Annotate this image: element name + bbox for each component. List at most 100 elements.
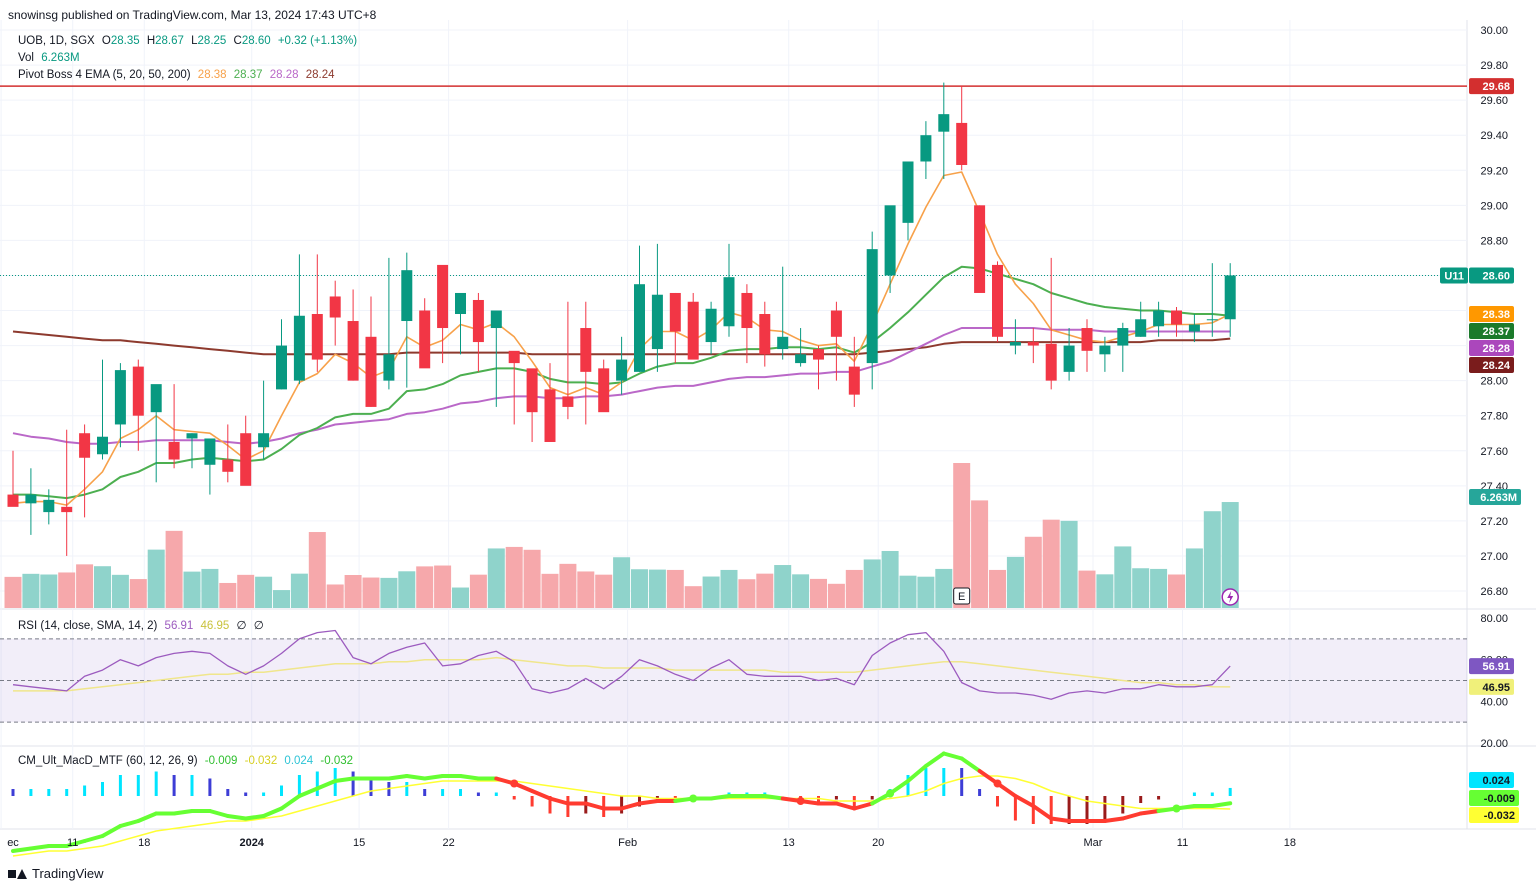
macd-value-d: -0.032 <box>320 755 354 767</box>
time-tick-label: 15 <box>353 837 365 849</box>
earnings-marker-label: E <box>958 591 965 603</box>
macd-histogram-bar <box>1049 796 1053 824</box>
macd-histogram-bar <box>1085 796 1089 824</box>
candle-body <box>7 494 19 507</box>
brand-name: TradingView <box>32 866 104 881</box>
rsi-legend[interactable]: RSI (14, close, SMA, 14, 2) 56.91 46.95 … <box>18 618 268 632</box>
candle-body <box>848 366 860 395</box>
macd-histogram-bar <box>620 796 624 814</box>
volume-bar <box>577 571 595 608</box>
volume-badge <box>1469 489 1521 505</box>
macd-histogram-bar <box>1139 796 1143 803</box>
symbol-legend[interactable]: UOB, 1D, SGX O28.35 H28.67 L28.25 C28.60… <box>18 35 361 47</box>
volume-bar <box>1042 519 1060 608</box>
macd-histogram-bar <box>65 789 69 796</box>
resistance-badge-text: 29.68 <box>1482 81 1510 93</box>
macd-line-segment <box>261 806 284 818</box>
time-tick-label: 13 <box>783 837 795 849</box>
candle-body <box>795 354 807 364</box>
macd-value-b: -0.032 <box>244 755 278 767</box>
candle-body <box>705 308 717 343</box>
volume-bar <box>684 586 702 608</box>
candle-body <box>651 294 663 350</box>
macd-line-segment <box>297 786 320 798</box>
macd-signal-line <box>12 775 1231 857</box>
low-label: L <box>191 35 198 47</box>
ema50-badge-text: 28.28 <box>1482 343 1510 355</box>
volume-bar <box>935 568 953 608</box>
volume-bar <box>111 574 129 608</box>
candle-body <box>956 122 968 165</box>
time-tick-label: 11 <box>1177 837 1188 849</box>
volume-bar <box>720 569 738 608</box>
rsi-sma-badge <box>1469 678 1514 695</box>
macd-histogram-bar <box>906 775 910 796</box>
volume-legend[interactable]: Vol 6.263M <box>18 52 84 64</box>
volume-bar <box>863 559 881 608</box>
time-tick-label: 2024 <box>239 837 264 849</box>
candle-body <box>1171 310 1182 325</box>
macd-line-segment <box>834 801 857 811</box>
macd-line-segment <box>762 794 785 801</box>
volume-bar <box>308 532 326 608</box>
macd-histogram-bar <box>29 789 33 796</box>
volume-bar <box>22 573 40 608</box>
candle-body <box>723 277 735 327</box>
rsi-badge-text: 56.91 <box>1482 661 1510 673</box>
rsi-layer <box>0 629 1467 723</box>
candle-body <box>472 299 484 343</box>
candle-body <box>616 359 628 381</box>
candle-body <box>1224 275 1236 320</box>
volume-bar <box>1132 568 1150 608</box>
volume-bar <box>1185 548 1203 608</box>
volume-bar <box>917 576 935 608</box>
macd-histogram-bar <box>101 782 104 796</box>
ema5-value: 28.38 <box>197 69 227 81</box>
macd-line-segment <box>243 814 266 821</box>
macd-line-segment <box>530 789 552 801</box>
macd-line-segment <box>941 751 964 761</box>
rsi-line <box>12 629 1231 700</box>
candle-body <box>634 284 645 372</box>
macd-cross-dot <box>796 797 805 805</box>
price-tick-label: 27.60 <box>1480 446 1508 458</box>
macd-legend[interactable]: CM_Ult_MacD_MTF (60, 12, 26, 9) -0.009 -… <box>18 755 357 767</box>
volume-bar <box>76 564 94 608</box>
ema-legend[interactable]: Pivot Boss 4 EMA (5, 20, 50, 200) 28.38 … <box>18 69 339 81</box>
publisher-caption: snowinsg published on TradingView.com, M… <box>8 8 377 22</box>
volume-bar <box>290 573 308 608</box>
macd-histogram-bar <box>960 768 964 796</box>
axis-layer: 30.00 29.80 29.60 29.40 29.20 29.00 28.80 28.60… <box>7 25 1508 849</box>
symbol-label[interactable]: UOB, 1D, SGX <box>18 35 95 47</box>
rsi-badge <box>1469 658 1514 675</box>
volume-bar <box>452 587 469 608</box>
candle-body <box>25 494 37 504</box>
open-value: 28.35 <box>110 35 140 47</box>
volume-bar <box>756 573 774 608</box>
volume-bar <box>201 568 219 608</box>
candle-body <box>114 370 126 425</box>
volume-bar <box>219 582 237 608</box>
macd-histogram-bar <box>566 796 570 817</box>
close-label: C <box>233 35 242 47</box>
price-tick-label: 29.00 <box>1480 200 1508 212</box>
candle-body <box>866 249 878 364</box>
rsi-label: RSI (14, close, SMA, 14, 2) <box>18 620 158 632</box>
rsi-tick-label: 20.00 <box>1480 738 1508 750</box>
rsi-sma-value: 46.95 <box>200 620 230 632</box>
volume-bar <box>989 569 1006 608</box>
tradingview-logo-icon <box>8 868 27 879</box>
price-tick-label: 27.20 <box>1480 516 1508 528</box>
time-tick-label: ec <box>7 837 19 849</box>
footer-brand[interactable]: TradingView <box>8 866 104 881</box>
macd-histogram-bar <box>924 768 928 796</box>
ema20-value: 28.37 <box>233 69 263 81</box>
macd-hist-badge <box>1469 772 1514 788</box>
volume-bar <box>1114 546 1132 608</box>
volume-bar <box>129 579 147 608</box>
macd-histogram-bar <box>1031 796 1035 824</box>
volume-bar <box>40 574 58 608</box>
ema200-badge-text: 28.24 <box>1482 360 1510 372</box>
candle-body <box>401 270 413 322</box>
